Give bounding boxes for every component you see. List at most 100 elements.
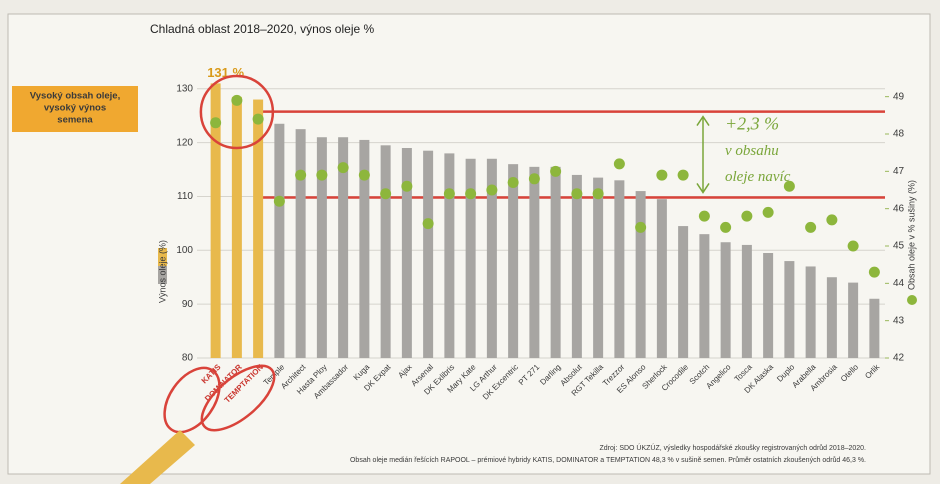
legend-dot bbox=[907, 295, 917, 305]
dot bbox=[550, 165, 562, 177]
footnote: Obsah oleje medián řešících RAPOOL – pré… bbox=[350, 456, 866, 464]
bar bbox=[678, 226, 689, 358]
bar bbox=[359, 139, 370, 358]
bar bbox=[231, 96, 242, 358]
chart-title: Chladná oblast 2018–2020, výnos oleje % bbox=[150, 22, 374, 36]
dot bbox=[528, 173, 540, 185]
bar bbox=[593, 177, 604, 358]
bar bbox=[253, 99, 264, 359]
arrow-head bbox=[696, 115, 710, 127]
dot bbox=[358, 169, 370, 181]
y2-axis-label: Obsah oleje v % sušiny (%) bbox=[906, 180, 916, 290]
y2-tick-label: 47 bbox=[893, 166, 905, 177]
dot bbox=[422, 218, 434, 230]
bar bbox=[848, 282, 859, 358]
bar bbox=[401, 148, 412, 358]
dot bbox=[295, 169, 307, 181]
y-tick-label: 100 bbox=[176, 245, 193, 256]
dot bbox=[677, 169, 689, 181]
dot bbox=[847, 240, 859, 252]
bar bbox=[614, 180, 625, 358]
y2-tick-label: 46 bbox=[893, 203, 905, 214]
y-tick-label: 90 bbox=[182, 299, 194, 310]
y2-tick-label: 48 bbox=[893, 129, 905, 140]
y-tick-label: 80 bbox=[182, 353, 194, 364]
bar bbox=[571, 174, 582, 358]
bar bbox=[784, 261, 795, 358]
highlight-box-text: vysoký výnos bbox=[44, 103, 106, 114]
dot bbox=[273, 195, 285, 207]
bar bbox=[444, 153, 455, 358]
bar bbox=[486, 158, 497, 358]
y2-tick-label: 44 bbox=[893, 278, 905, 289]
arrow-head bbox=[696, 183, 710, 194]
dot bbox=[443, 188, 455, 200]
y-axis-label: Výnos oleje (%) bbox=[157, 240, 167, 303]
bar bbox=[826, 277, 837, 358]
highlight-circle bbox=[163, 366, 221, 434]
bar bbox=[274, 123, 285, 359]
highlight-box bbox=[12, 86, 138, 132]
dot bbox=[465, 188, 477, 200]
dot bbox=[635, 221, 647, 233]
dot bbox=[316, 169, 328, 181]
y2-tick-label: 43 bbox=[893, 315, 905, 326]
dot bbox=[613, 158, 625, 170]
annotation: v obsahu bbox=[725, 143, 779, 159]
bar bbox=[550, 166, 561, 358]
footnote: Zdroj: SDO ÚKZÚZ, výsledky hospodářské z… bbox=[599, 443, 866, 452]
dot bbox=[571, 188, 583, 200]
dot bbox=[592, 188, 604, 200]
highlight-box-text: Vysoký obsah oleje, bbox=[30, 91, 120, 102]
y-tick-label: 130 bbox=[176, 83, 193, 94]
dot bbox=[252, 113, 264, 125]
annotation: oleje navíc bbox=[725, 169, 791, 185]
legend-swatch bbox=[158, 266, 167, 284]
dot bbox=[783, 180, 795, 192]
dot bbox=[486, 184, 498, 196]
bar bbox=[210, 83, 221, 358]
bar bbox=[805, 266, 816, 358]
bar bbox=[465, 158, 476, 358]
dot bbox=[741, 210, 753, 222]
bar bbox=[656, 199, 667, 358]
highlight-circle bbox=[199, 74, 275, 150]
bar bbox=[529, 166, 540, 358]
bar bbox=[338, 137, 349, 358]
dot bbox=[762, 206, 774, 218]
bar bbox=[423, 150, 434, 358]
dot bbox=[231, 94, 243, 106]
dot bbox=[401, 180, 413, 192]
bar bbox=[635, 191, 646, 358]
dot bbox=[507, 177, 519, 189]
bar bbox=[763, 253, 774, 358]
y2-tick-label: 42 bbox=[893, 353, 905, 364]
y-tick-label: 120 bbox=[176, 137, 193, 148]
y2-tick-label: 45 bbox=[893, 241, 905, 252]
y2-tick-label: 49 bbox=[893, 91, 905, 102]
bar bbox=[720, 242, 731, 358]
dot bbox=[868, 266, 880, 278]
dot bbox=[380, 188, 392, 200]
bar bbox=[380, 145, 391, 358]
dot bbox=[698, 210, 710, 222]
dot bbox=[210, 117, 222, 129]
dot bbox=[656, 169, 668, 181]
dot bbox=[805, 221, 817, 233]
pencil bbox=[120, 430, 195, 484]
highlight-box-text: semena bbox=[57, 115, 93, 126]
bar bbox=[699, 234, 710, 358]
y-tick-label: 110 bbox=[177, 191, 193, 202]
bar bbox=[869, 298, 880, 358]
bar bbox=[508, 164, 519, 358]
bar bbox=[295, 129, 306, 358]
highlight-circle bbox=[200, 364, 276, 432]
dot bbox=[720, 221, 732, 233]
bar bbox=[741, 244, 752, 358]
bar bbox=[316, 137, 327, 358]
dot bbox=[337, 162, 349, 174]
dot bbox=[826, 214, 838, 226]
annotation: +2,3 % bbox=[725, 114, 779, 134]
